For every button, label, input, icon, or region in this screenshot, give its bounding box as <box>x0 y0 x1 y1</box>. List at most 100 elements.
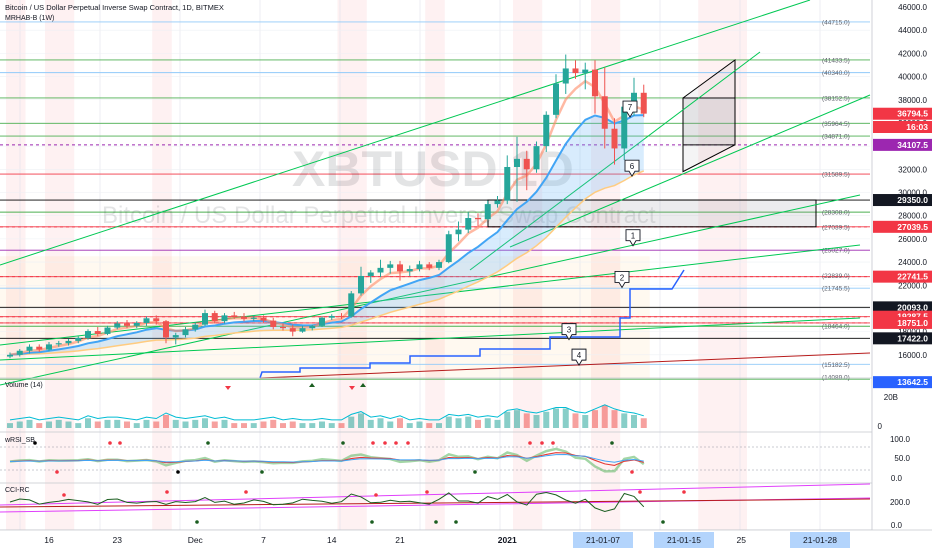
candle-body <box>631 92 637 107</box>
price-tick: 24000.0 <box>898 258 927 267</box>
candle-body <box>85 331 91 339</box>
price-tick: 32000.0 <box>898 165 927 174</box>
price-label-box <box>873 194 932 207</box>
candle-body <box>309 325 316 329</box>
rsi-tick: 0.0 <box>891 474 903 483</box>
trend-line <box>509 94 871 248</box>
candle-body <box>94 331 101 334</box>
candle-body <box>16 350 23 355</box>
volume-bar <box>582 415 589 428</box>
rsi-signal-dot <box>55 470 59 474</box>
rsi-signal-dot <box>551 441 555 445</box>
volume-bar <box>221 419 228 428</box>
rsi-signal-dot <box>383 441 387 445</box>
price-label: 17422.0 <box>897 333 928 343</box>
ma-cloud <box>10 115 644 355</box>
volume-bar <box>182 421 189 428</box>
price-tick: 16000.0 <box>898 351 927 360</box>
marker-callout <box>571 348 587 367</box>
volume-bar <box>75 423 82 428</box>
candle-body <box>104 327 111 334</box>
price-label-box <box>873 301 932 314</box>
rsi-signal-dot <box>371 441 375 445</box>
candle-body <box>601 96 608 129</box>
volume-bar <box>367 419 374 428</box>
volume-bar <box>85 418 91 428</box>
volume-bar <box>280 423 286 428</box>
candle-body <box>319 317 325 326</box>
cci-signal-dot <box>370 520 374 524</box>
level-label: (38152.5) <box>822 95 850 102</box>
rsi-signal-dot <box>540 441 544 445</box>
level-label: (34871.0) <box>822 134 850 141</box>
volume-bar <box>211 421 218 428</box>
price-tick: 30000.0 <box>898 189 927 198</box>
trend-line <box>0 244 861 346</box>
candle-body <box>406 269 413 272</box>
marker-callout <box>625 229 641 247</box>
cci-signal-dot <box>374 493 378 497</box>
volume-bar <box>621 413 628 428</box>
rsi-signal-dot <box>394 441 398 445</box>
price-label-box <box>873 120 932 133</box>
session-band <box>425 0 445 530</box>
candle-body <box>211 313 218 322</box>
volume-tick: 20B <box>884 393 898 402</box>
time-tick: 2021 <box>498 535 517 545</box>
volume-bar <box>465 416 472 428</box>
projection-cone <box>682 58 736 173</box>
volume-bar <box>289 421 296 428</box>
signal-arrow <box>360 383 366 387</box>
candle-body <box>36 346 43 350</box>
candle-body <box>172 335 179 338</box>
candle-body <box>582 69 589 74</box>
cci-line <box>9 491 645 513</box>
session-band <box>698 0 747 530</box>
candle-body <box>533 146 540 170</box>
level-label: (25027.0) <box>822 248 850 255</box>
volume-bar <box>504 411 511 428</box>
volume-bar <box>260 421 267 428</box>
ma-mid <box>9 114 644 356</box>
candle-body <box>348 293 355 317</box>
volume-bar <box>114 419 121 428</box>
volume-bar <box>562 408 569 428</box>
signal-arrow <box>349 386 355 390</box>
projection-box <box>682 97 736 146</box>
level-label: (22839.0) <box>822 273 850 280</box>
candle-body <box>46 344 52 350</box>
candle-body <box>280 326 286 329</box>
candle-body <box>192 324 199 330</box>
volume-bar <box>514 410 520 428</box>
volume-bar <box>426 423 433 428</box>
rsi-signal-dot <box>610 441 614 445</box>
candle-body <box>153 318 160 322</box>
cci-signal-dot <box>195 520 199 524</box>
rsi-signal-dot <box>341 441 345 445</box>
volume-bar <box>475 419 481 428</box>
price-label-box <box>873 220 932 233</box>
rsi-signal-dot <box>260 470 264 474</box>
volume-bar <box>36 423 43 428</box>
volume-bar <box>592 410 598 428</box>
level-label: (40340.0) <box>822 70 850 77</box>
price-label-box <box>873 138 932 151</box>
volume-bar <box>104 419 111 428</box>
session-band <box>513 0 543 530</box>
cci-signal-dot <box>638 490 642 494</box>
volume-bar <box>640 418 647 428</box>
volume-bar <box>572 413 579 428</box>
price-tick: 42000.0 <box>898 49 927 58</box>
price-label: 13642.5 <box>897 377 928 387</box>
marker-label: 1 <box>631 232 636 241</box>
volume-bar <box>270 419 277 428</box>
time-tick: 21 <box>395 535 405 545</box>
time-tick: 16 <box>44 535 54 545</box>
volume-bar <box>484 418 491 428</box>
cci-trend <box>0 498 871 508</box>
price-label-box <box>873 270 932 283</box>
candle-body <box>250 317 257 319</box>
candle-body <box>221 315 228 322</box>
candle-body <box>592 69 598 97</box>
